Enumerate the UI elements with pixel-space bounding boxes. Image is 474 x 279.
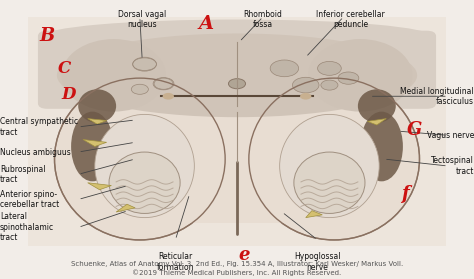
Text: Tectospinal
tract: Tectospinal tract — [431, 156, 474, 176]
Ellipse shape — [280, 114, 379, 218]
Ellipse shape — [358, 89, 396, 123]
Polygon shape — [367, 119, 386, 125]
Text: Nucleus ambiguus: Nucleus ambiguus — [0, 148, 71, 157]
Ellipse shape — [360, 112, 403, 181]
Text: D: D — [62, 86, 76, 103]
Ellipse shape — [62, 39, 166, 112]
Ellipse shape — [249, 78, 419, 240]
Circle shape — [163, 93, 174, 100]
Bar — [28, 17, 446, 246]
Text: Rubrospinal
tract: Rubrospinal tract — [0, 165, 46, 184]
Text: Vagus nerve: Vagus nerve — [427, 131, 474, 140]
Circle shape — [292, 77, 319, 93]
Circle shape — [228, 79, 246, 89]
Text: A: A — [199, 15, 214, 33]
FancyBboxPatch shape — [38, 31, 436, 109]
Polygon shape — [83, 140, 107, 146]
Ellipse shape — [71, 112, 114, 181]
Circle shape — [338, 72, 359, 84]
Ellipse shape — [185, 103, 289, 131]
Text: e: e — [238, 246, 250, 264]
Text: Reticular
formation: Reticular formation — [156, 252, 194, 272]
Circle shape — [321, 80, 338, 90]
Ellipse shape — [294, 152, 365, 213]
Text: Rhomboid
fossa: Rhomboid fossa — [244, 10, 283, 29]
Text: Anterior spino-
cerebellar tract: Anterior spino- cerebellar tract — [0, 190, 59, 209]
Polygon shape — [116, 204, 135, 212]
Circle shape — [133, 57, 156, 71]
Polygon shape — [88, 119, 107, 124]
Ellipse shape — [109, 152, 180, 213]
Ellipse shape — [95, 114, 194, 218]
Text: Hypoglossal
nerve: Hypoglossal nerve — [294, 252, 341, 272]
Polygon shape — [88, 183, 111, 190]
FancyBboxPatch shape — [190, 117, 284, 223]
Text: Dorsal vagal
nucleus: Dorsal vagal nucleus — [118, 10, 166, 29]
Circle shape — [131, 84, 148, 94]
Circle shape — [270, 60, 299, 77]
Ellipse shape — [43, 20, 431, 53]
Text: G: G — [407, 121, 422, 139]
Text: C: C — [57, 60, 71, 77]
Circle shape — [153, 78, 174, 90]
Text: Lateral
spinothalamic
tract: Lateral spinothalamic tract — [0, 213, 54, 242]
Ellipse shape — [57, 33, 417, 117]
Text: ©2019 Thieme Medical Publishers, Inc. All Rights Reserved.: ©2019 Thieme Medical Publishers, Inc. Al… — [132, 270, 342, 276]
Circle shape — [318, 61, 341, 75]
Text: Central sympathetic
tract: Central sympathetic tract — [0, 117, 78, 137]
Text: Medial longitudinal
fasciculus: Medial longitudinal fasciculus — [401, 86, 474, 106]
Text: Inferior cerebellar
peduncle: Inferior cerebellar peduncle — [316, 10, 385, 29]
Text: B: B — [40, 27, 55, 45]
Ellipse shape — [55, 78, 225, 240]
Ellipse shape — [78, 89, 116, 123]
Polygon shape — [306, 211, 322, 218]
Text: Schuenke, Atlas of Anatomy Vol. 3, 2nd Ed., Fig. 15.354 A, Illustrator: Karl Wes: Schuenke, Atlas of Anatomy Vol. 3, 2nd E… — [71, 261, 403, 268]
Text: f: f — [401, 185, 409, 203]
Ellipse shape — [308, 39, 412, 112]
Circle shape — [300, 93, 311, 100]
